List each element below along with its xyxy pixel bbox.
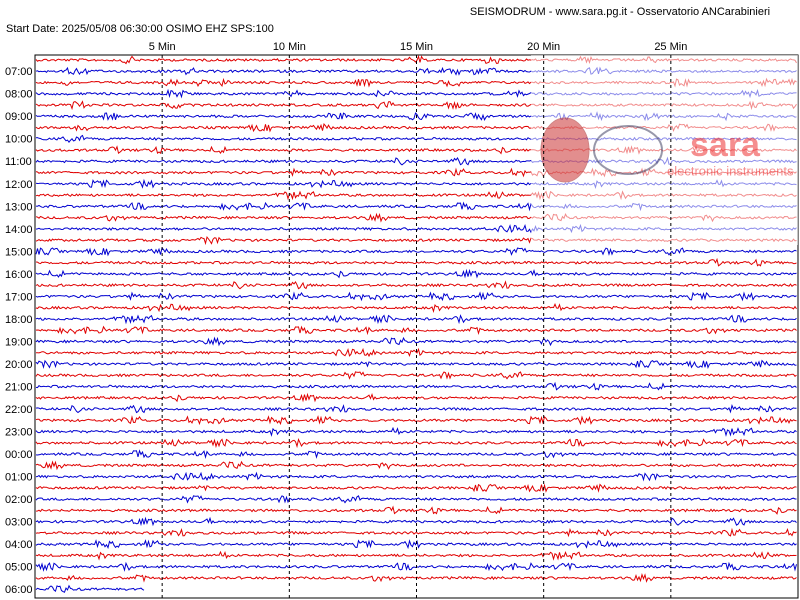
x-tick-label: 15 Min [400,41,433,53]
trace-row [35,336,797,347]
trace-row [35,527,797,538]
time-label: 20:00 [5,359,33,371]
time-label: 01:00 [5,472,33,484]
x-tick-label: 25 Min [654,41,687,53]
x-tick-label: 20 Min [527,41,560,53]
trace-row [35,584,145,593]
time-label: 13:00 [5,201,33,213]
trace-row [35,347,797,358]
trace-row [35,426,797,437]
time-label: 00:00 [5,449,33,461]
x-tick-label: 10 Min [273,41,306,53]
time-label: 03:00 [5,517,33,529]
header-info: Start Date: 2025/05/08 06:30:00 OSIMO EH… [6,23,274,35]
logo-name: sara [690,126,761,164]
trace-row [35,314,797,325]
time-label: 06:00 [5,584,33,596]
time-label: 16:00 [5,269,33,281]
trace-row [35,437,797,449]
time-label: 21:00 [5,381,33,393]
time-label: 22:00 [5,404,33,416]
header-title: SEISMODRUM - www.sara.pg.it - Osservator… [470,6,770,18]
logo-badge [540,117,590,183]
time-label: 10:00 [5,134,33,146]
logo-subtitle: electronic instruments [667,163,794,178]
trace-row [35,516,797,527]
x-tick-label: 5 Min [149,41,176,53]
time-label: 15:00 [5,246,33,258]
time-label: 11:00 [5,156,32,168]
time-label: 14:00 [5,224,33,236]
time-label: 05:00 [5,562,33,574]
time-label: 12:00 [5,179,33,191]
time-label: 08:00 [5,89,33,101]
time-label: 09:00 [5,111,33,123]
time-label: 17:00 [5,291,33,303]
time-label: 02:00 [5,494,33,506]
logo: sara electronic instruments [540,117,794,183]
time-label: 23:00 [5,426,33,438]
time-label: 19:00 [5,336,33,348]
time-label: 18:00 [5,314,33,326]
trace-row [35,495,797,504]
logo-seal [593,125,663,175]
time-label: 04:00 [5,539,33,551]
trace-row [35,449,797,460]
trace-row [35,257,797,267]
time-label: 07:00 [5,66,33,78]
trace-row [35,505,797,515]
trace-row [35,246,797,257]
